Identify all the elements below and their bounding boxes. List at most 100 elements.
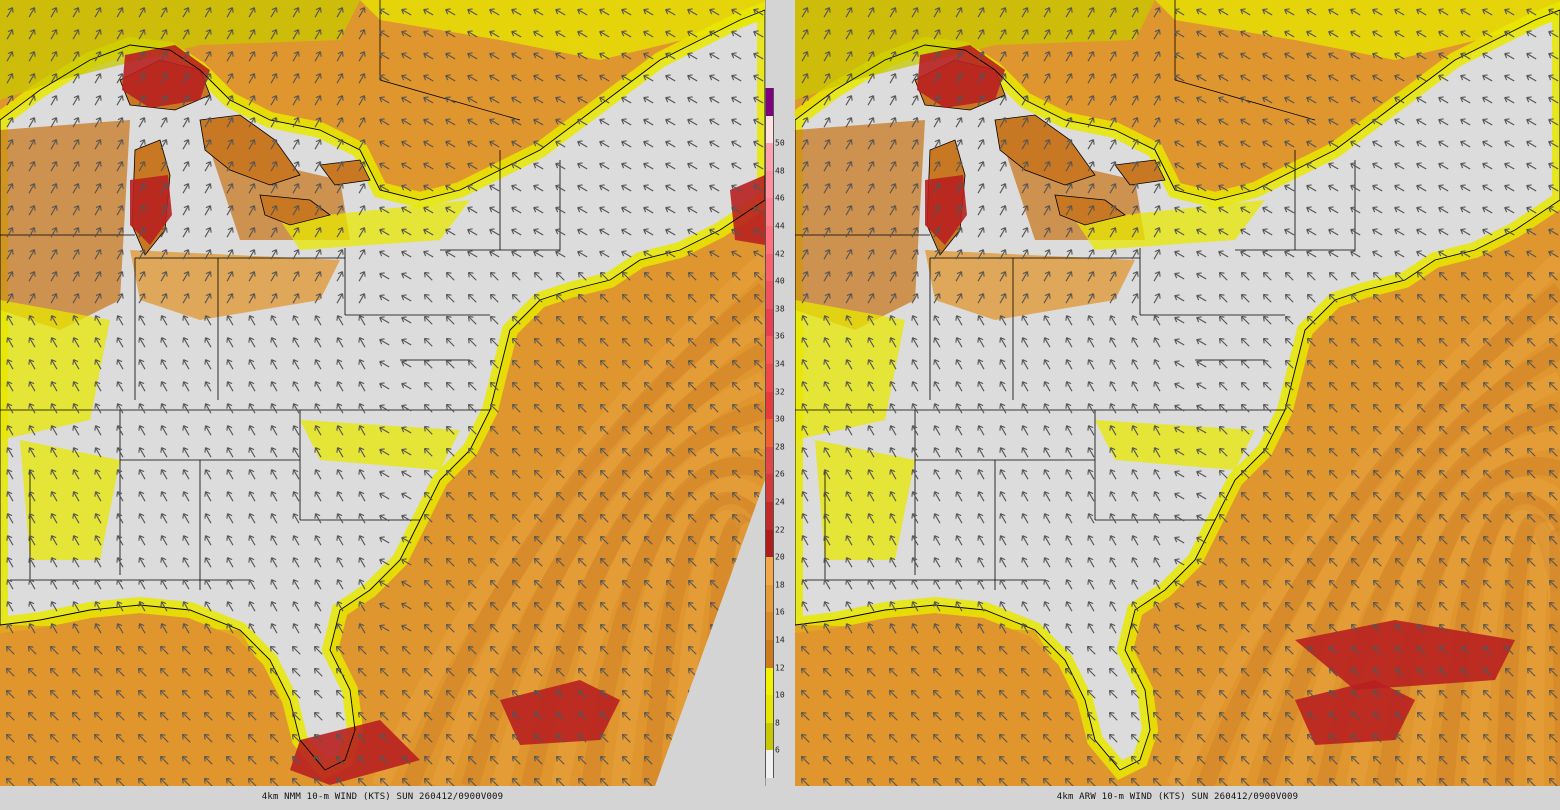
- arrow-head: [665, 184, 671, 191]
- arrow-shaft: [292, 293, 299, 304]
- arrow-head: [271, 29, 278, 35]
- coastline: [0, 9, 765, 771]
- arrow-head: [401, 338, 407, 345]
- wind-arrow: [643, 96, 654, 104]
- arrow-head: [445, 140, 451, 147]
- arrow-head: [687, 337, 694, 344]
- map-caption: 4km NMM 10-m WIND (KTS) SUN 260412/0900V…: [261, 792, 504, 802]
- arrow-shaft: [490, 360, 499, 369]
- wind-arrow: [50, 315, 58, 326]
- arrow-head: [731, 184, 737, 191]
- arrow-head: [7, 117, 14, 123]
- arrow-head: [314, 447, 321, 453]
- wind-arrow: [753, 337, 763, 347]
- arrow-shaft: [555, 185, 566, 192]
- arrow-head: [533, 469, 540, 476]
- wind-arrow: [204, 315, 212, 326]
- wind-arrow: [665, 96, 676, 104]
- wind-arrow: [599, 206, 610, 214]
- arrow-shaft: [72, 95, 79, 106]
- arrow-head: [51, 95, 58, 101]
- wind-arrow: [50, 425, 58, 436]
- arrow-shaft: [248, 51, 255, 62]
- arrow-head: [643, 359, 650, 366]
- arrow-head: [665, 8, 671, 15]
- arrow-head: [7, 293, 14, 299]
- arrow-head: [687, 184, 693, 191]
- wind-arrow: [489, 162, 500, 170]
- arrow-shaft: [73, 447, 80, 458]
- wind-arrow: [489, 96, 500, 104]
- arrow-head: [489, 8, 495, 15]
- arrow-head: [489, 206, 495, 213]
- arrow-head: [445, 52, 451, 59]
- wind-arrow: [116, 183, 124, 194]
- arrow-head: [182, 315, 189, 321]
- arrow-head: [511, 206, 517, 213]
- arrow-head: [336, 381, 343, 387]
- arrow-shaft: [556, 316, 565, 325]
- arrow-head: [51, 161, 58, 167]
- arrow-head: [160, 359, 167, 365]
- arrow-shaft: [688, 360, 697, 369]
- arrow-head: [577, 425, 584, 432]
- arrow-head: [379, 184, 385, 191]
- arrow-shaft: [50, 161, 57, 172]
- wind-arrow: [336, 337, 344, 348]
- arrow-shaft: [621, 119, 632, 126]
- arrow-shaft: [511, 141, 522, 148]
- arrow-head: [709, 30, 715, 37]
- arrow-shaft: [139, 359, 146, 370]
- arrow-shaft: [94, 29, 101, 40]
- wind-arrow: [445, 469, 455, 479]
- arrow-head: [227, 117, 234, 123]
- wind-arrow: [489, 337, 499, 347]
- arrow-head: [50, 425, 57, 431]
- arrow-shaft: [688, 426, 697, 435]
- arrow-head: [314, 315, 321, 321]
- arrow-head: [621, 381, 628, 388]
- arrow-head: [95, 249, 102, 255]
- arrow-shaft: [556, 360, 565, 369]
- arrow-head: [423, 162, 429, 169]
- arrow-shaft: [423, 185, 434, 192]
- arrow-head: [292, 425, 299, 431]
- arrow-shaft: [688, 404, 697, 413]
- arrow-head: [337, 249, 344, 255]
- arrow-shaft: [314, 161, 321, 172]
- wind-arrow: [731, 381, 741, 391]
- arrow-shaft: [446, 360, 455, 369]
- arrow-shaft: [336, 249, 343, 260]
- wind-arrow: [753, 381, 763, 391]
- wind-arrow: [555, 271, 565, 281]
- wind-arrow: [423, 228, 434, 236]
- arrow-head: [117, 139, 124, 145]
- wind-arrow: [577, 469, 587, 479]
- arrow-shaft: [555, 75, 566, 82]
- arrow-shaft: [753, 9, 764, 16]
- arrow-shaft: [72, 183, 79, 194]
- arrow-head: [665, 337, 672, 344]
- arrow-shaft: [358, 183, 365, 194]
- arrow-shaft: [709, 207, 720, 214]
- wind-arrow: [577, 425, 587, 435]
- arrow-head: [271, 73, 278, 79]
- arrow-shaft: [205, 469, 212, 480]
- arrow-shaft: [160, 161, 167, 172]
- wind-arrow: [665, 425, 675, 435]
- arrow-shaft: [512, 448, 521, 457]
- arrow-head: [117, 161, 124, 167]
- arrow-head: [445, 250, 451, 257]
- wind-arrow: [336, 271, 344, 282]
- arrow-shaft: [358, 271, 365, 282]
- wind-arrow: [336, 161, 344, 172]
- arrow-shaft: [160, 271, 167, 282]
- wind-arrow: [358, 139, 366, 150]
- arrow-head: [577, 271, 584, 278]
- legend-tick-label: 24: [775, 497, 785, 507]
- wind-arrow: [379, 360, 390, 368]
- arrow-shaft: [687, 97, 698, 104]
- arrow-head: [117, 293, 124, 299]
- arrow-head: [489, 140, 495, 147]
- wind-arrow: [621, 206, 632, 214]
